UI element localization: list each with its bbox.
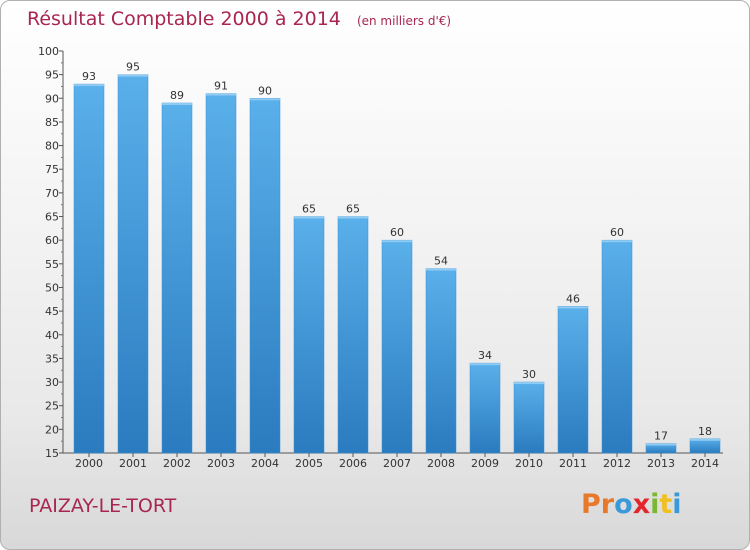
bar-value-label: 65 <box>302 203 316 216</box>
bar-highlight <box>382 240 412 243</box>
y-tick-label: 80 <box>45 140 59 153</box>
x-tick-label: 2002 <box>163 457 191 470</box>
bar-value-label: 60 <box>390 226 404 239</box>
y-tick-label: 30 <box>45 376 59 389</box>
logo-letter: P <box>581 489 601 520</box>
x-tick-label: 2009 <box>471 457 499 470</box>
bar <box>73 83 105 454</box>
bar <box>249 98 281 454</box>
x-tick-label: 2012 <box>603 457 631 470</box>
bar-highlight <box>74 84 104 87</box>
y-tick-label: 40 <box>45 329 59 342</box>
x-tick-label: 2000 <box>75 457 103 470</box>
chart-unit: (en milliers d'€) <box>356 14 452 28</box>
y-tick-label: 25 <box>45 400 59 413</box>
x-tick-label: 2001 <box>119 457 147 470</box>
chart-title: Résultat Comptable 2000 à 2014 (en milli… <box>27 8 451 30</box>
bar <box>337 216 369 454</box>
x-tick-label: 2014 <box>691 457 719 470</box>
bar-highlight <box>294 216 324 219</box>
bar <box>557 306 589 454</box>
bar-value-label: 90 <box>258 84 272 97</box>
bar <box>425 268 457 454</box>
y-tick-label: 15 <box>45 447 59 460</box>
bar-highlight <box>206 93 236 96</box>
bar-value-label: 18 <box>698 425 712 438</box>
y-tick-label: 90 <box>45 92 59 105</box>
bar <box>513 381 545 454</box>
bar-value-label: 60 <box>610 226 624 239</box>
bar <box>689 438 721 454</box>
bar-highlight <box>470 363 500 366</box>
bar-highlight <box>602 240 632 243</box>
bar-highlight <box>514 382 544 385</box>
x-tick-label: 2008 <box>427 457 455 470</box>
bar <box>293 216 325 454</box>
y-tick-label: 35 <box>45 352 59 365</box>
y-tick-label: 95 <box>45 69 59 82</box>
x-tick-label: 2004 <box>251 457 279 470</box>
commune-name: PAIZAY-LE-TORT <box>29 495 177 517</box>
bar <box>381 239 413 454</box>
bar <box>161 102 193 454</box>
y-tick-label: 60 <box>45 234 59 247</box>
chart-title-text: Résultat Comptable 2000 à 2014 <box>27 8 341 30</box>
bar-value-label: 91 <box>214 80 228 93</box>
bar-value-label: 95 <box>126 61 140 74</box>
bar-value-label: 34 <box>478 349 492 362</box>
proxiti-logo: Proxiti <box>581 489 682 520</box>
y-tick-label: 85 <box>45 116 59 129</box>
logo-letter: i <box>650 489 660 520</box>
bar-value-label: 93 <box>82 70 96 83</box>
bar-highlight <box>690 438 720 441</box>
logo-letter: t <box>659 489 673 520</box>
logo-letter: o <box>614 489 633 520</box>
bar-highlight <box>118 74 148 77</box>
x-tick-label: 2006 <box>339 457 367 470</box>
logo-letter: r <box>600 489 615 520</box>
y-tick-label: 75 <box>45 163 59 176</box>
bar-value-label: 46 <box>566 292 580 305</box>
bar-highlight <box>162 103 192 106</box>
x-tick-label: 2011 <box>559 457 587 470</box>
bar-value-label: 65 <box>346 203 360 216</box>
y-tick-label: 100 <box>38 45 59 58</box>
bar <box>601 239 633 454</box>
x-tick-label: 2003 <box>207 457 235 470</box>
bar-highlight <box>558 306 588 309</box>
labels: 93 2000 95 2001 89 2002 91 2003 90 2004 65 2005 65 20… <box>75 61 719 470</box>
y-tick-label: 20 <box>45 423 59 436</box>
x-tick-label: 2007 <box>383 457 411 470</box>
bar <box>205 93 237 454</box>
bar-highlight <box>426 268 456 271</box>
bar-highlight <box>338 216 368 219</box>
y-tick-label: 45 <box>45 305 59 318</box>
x-tick-label: 2010 <box>515 457 543 470</box>
bar-value-label: 30 <box>522 368 536 381</box>
logo-letter: i <box>672 489 682 520</box>
bar <box>469 362 501 454</box>
y-tick-label: 65 <box>45 211 59 224</box>
bar-value-label: 89 <box>170 89 184 102</box>
y-tick-label: 50 <box>45 281 59 294</box>
bars <box>73 74 721 454</box>
x-tick-label: 2013 <box>647 457 675 470</box>
y-tick-label: 55 <box>45 258 59 271</box>
bar <box>117 74 149 454</box>
x-tick-label: 2005 <box>295 457 323 470</box>
bar-highlight <box>646 443 676 446</box>
logo-letter: x <box>632 489 651 520</box>
y-tick-label: 70 <box>45 187 59 200</box>
bar-value-label: 54 <box>434 255 448 268</box>
bar-value-label: 17 <box>654 430 668 443</box>
bar-highlight <box>250 98 280 101</box>
